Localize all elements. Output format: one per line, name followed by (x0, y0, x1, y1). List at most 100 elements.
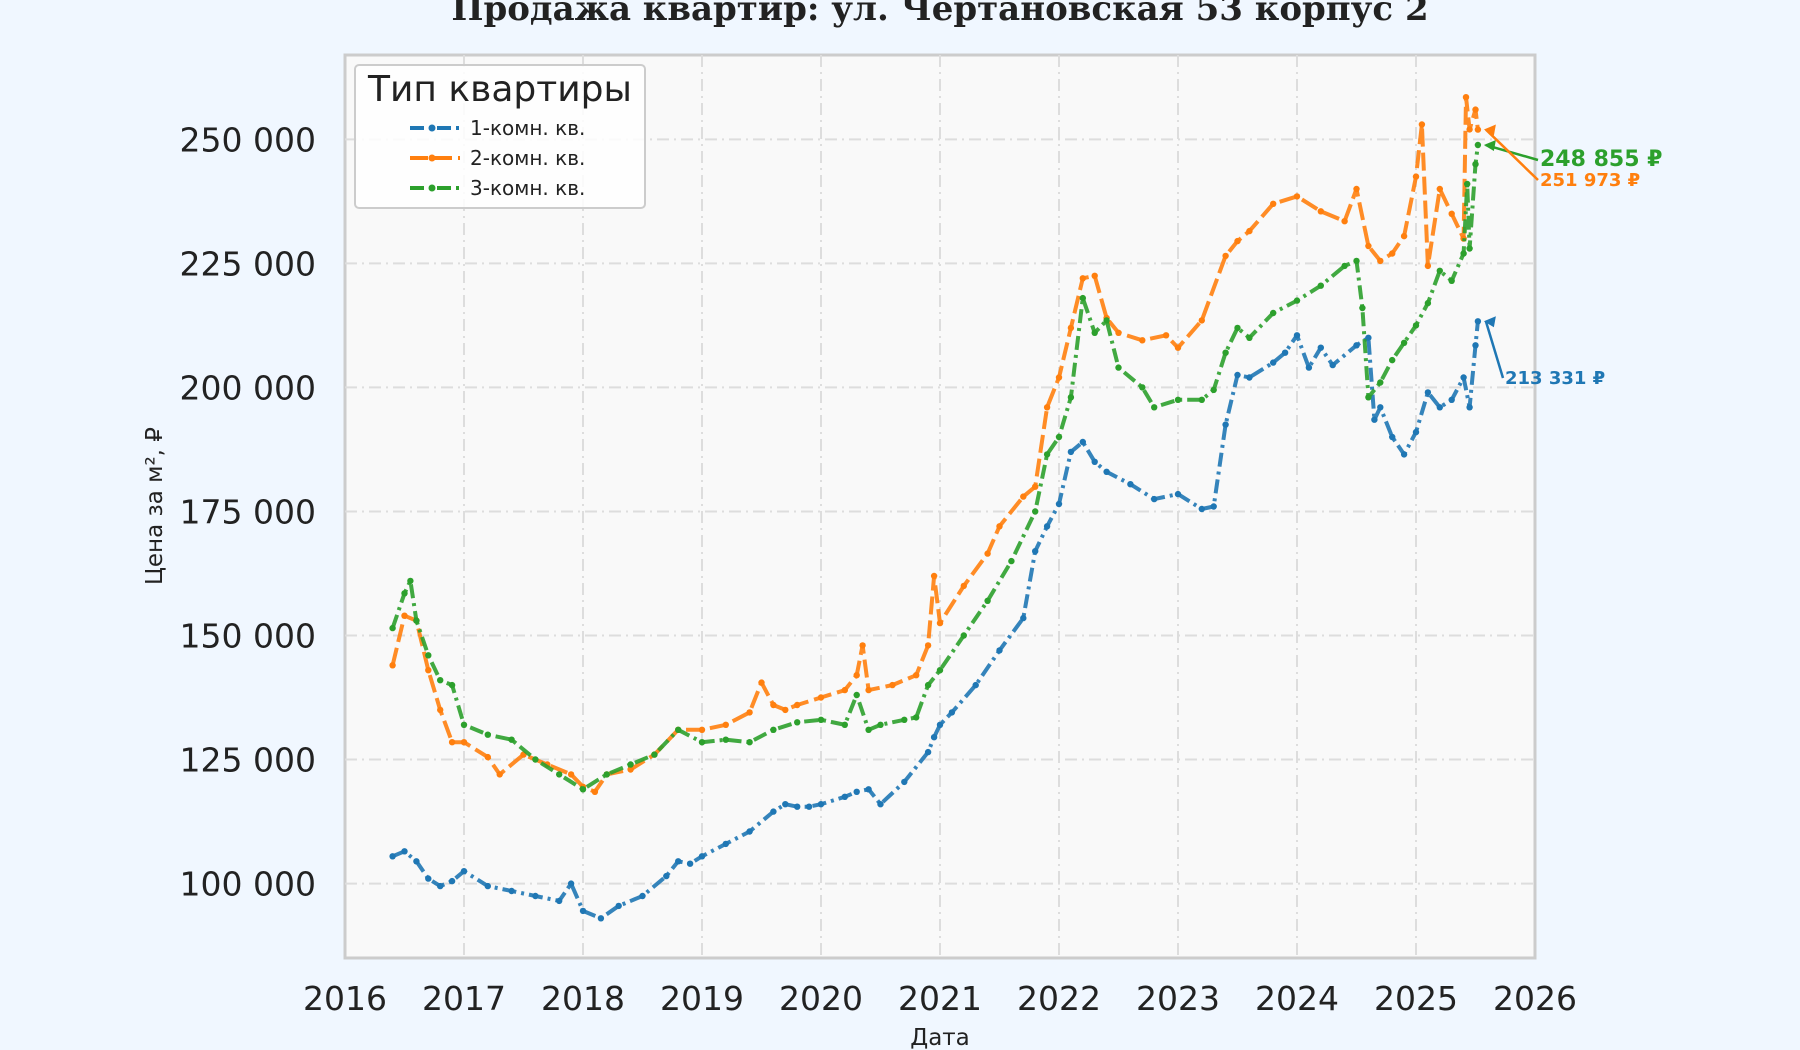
data-point (1198, 505, 1206, 513)
data-point (1174, 344, 1182, 351)
annotation-arrow (1485, 128, 1539, 181)
data-point (1436, 404, 1444, 411)
data-point (1424, 389, 1432, 396)
data-point (1067, 394, 1075, 401)
data-point (1412, 173, 1420, 180)
data-point (746, 709, 753, 716)
data-point (1293, 297, 1301, 304)
data-point (853, 672, 860, 679)
data-point (1472, 342, 1479, 349)
annotation-arrowhead (1483, 124, 1496, 136)
data-point (1474, 126, 1482, 133)
y-tick-label: 225 000 (180, 244, 316, 283)
annotation-arrow (1485, 143, 1539, 162)
data-point (567, 880, 575, 887)
data-point (770, 701, 777, 709)
data-point (722, 736, 729, 743)
data-point (508, 887, 515, 895)
data-point (853, 788, 860, 795)
data-point (1091, 458, 1098, 465)
x-tick-label: 2024 (1255, 979, 1339, 1018)
y-tick-label: 250 000 (180, 120, 316, 159)
data-point (448, 877, 456, 885)
data-point (1032, 508, 1039, 515)
data-point (1043, 451, 1051, 458)
data-point (1043, 404, 1051, 411)
annotation-label: 248 855 ₽ (1540, 147, 1662, 172)
x-tick-label: 2020 (779, 979, 863, 1018)
data-point (859, 642, 866, 649)
data-point (936, 721, 944, 728)
data-point (1305, 364, 1313, 371)
data-point (532, 756, 539, 763)
data-point (1174, 490, 1182, 498)
data-point (1389, 250, 1396, 257)
data-point (1448, 396, 1455, 403)
data-point (1353, 185, 1360, 193)
chart-title: Продажа квартир: ул. Чертановская 53 кор… (451, 0, 1428, 29)
data-point (1067, 324, 1075, 332)
data-point (698, 726, 706, 733)
data-point (722, 721, 729, 728)
data-point (1222, 421, 1229, 428)
data-point (1079, 438, 1087, 446)
data-point (437, 882, 444, 890)
data-point (1400, 339, 1408, 346)
data-point (930, 572, 938, 580)
legend-label: 3-комн. кв. (470, 176, 585, 200)
data-point (841, 721, 848, 728)
data-point (722, 840, 729, 848)
data-point (1091, 329, 1098, 336)
data-point (1103, 468, 1110, 475)
data-point (996, 523, 1003, 530)
x-tick-label: 2017 (422, 979, 506, 1018)
data-point (782, 801, 789, 808)
data-point (794, 719, 801, 726)
y-tick-label: 175 000 (180, 492, 316, 531)
data-point (675, 858, 682, 865)
data-point (686, 860, 694, 867)
data-point (1462, 94, 1470, 101)
data-point (1020, 493, 1027, 500)
data-point (1341, 218, 1348, 225)
data-point (936, 667, 944, 674)
data-point (484, 882, 491, 890)
data-point (1210, 503, 1217, 510)
data-point (413, 858, 420, 865)
y-tick-label: 200 000 (180, 368, 316, 407)
data-point (1234, 324, 1241, 332)
data-point (1317, 208, 1325, 215)
data-point (496, 771, 503, 778)
data-point (1293, 332, 1301, 339)
data-point (1464, 180, 1471, 188)
data-point (746, 828, 753, 835)
data-point (389, 853, 396, 860)
data-point (1067, 448, 1075, 456)
data-point (877, 801, 884, 808)
data-point (1115, 329, 1122, 336)
data-point (401, 848, 408, 855)
data-point (770, 726, 777, 733)
x-tick-label: 2016 (303, 979, 387, 1018)
y-tick-label: 100 000 (180, 865, 316, 904)
data-point (627, 766, 634, 773)
data-point (1222, 349, 1229, 356)
annotation-label: 213 331 ₽ (1505, 368, 1605, 389)
data-point (1436, 267, 1444, 274)
data-point (508, 736, 515, 743)
data-point (698, 739, 706, 746)
x-tick-label: 2022 (1017, 979, 1101, 1018)
data-point (960, 582, 967, 590)
annotation-arrowhead (1483, 140, 1496, 152)
data-point (1055, 433, 1063, 441)
data-point (1389, 433, 1396, 441)
data-point (913, 714, 920, 721)
data-point (1329, 361, 1336, 369)
data-point (1020, 614, 1027, 622)
data-point (425, 667, 432, 674)
data-point (639, 892, 646, 900)
data-point (1055, 500, 1063, 508)
y-axis-label: Цена за м², ₽ (142, 427, 168, 585)
data-point (996, 647, 1003, 654)
x-tick-label: 2019 (660, 979, 744, 1018)
